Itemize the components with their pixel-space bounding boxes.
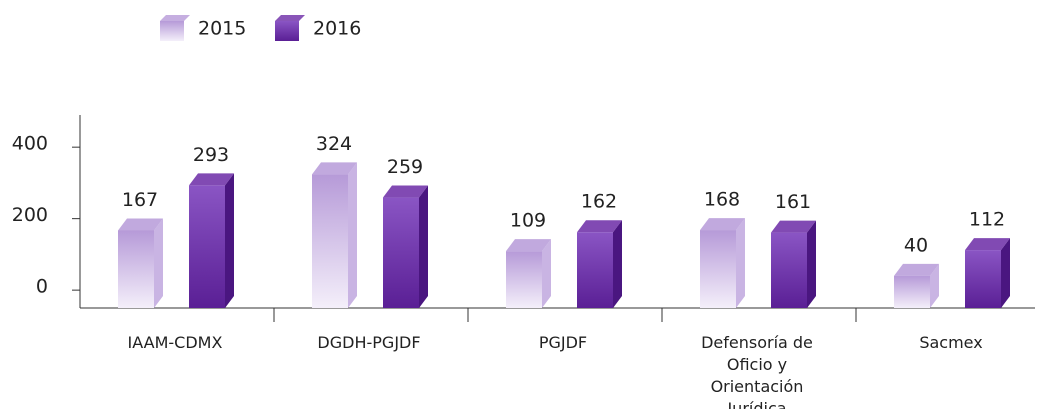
bar-top xyxy=(312,162,357,175)
value-label: 324 xyxy=(316,133,352,155)
value-label: 168 xyxy=(704,189,740,211)
bar xyxy=(577,232,613,308)
bar-side xyxy=(419,185,428,308)
legend-swatch xyxy=(275,21,299,41)
bar-side xyxy=(807,220,816,308)
value-label: 40 xyxy=(904,234,928,256)
bar-side xyxy=(154,218,163,308)
legend-swatch xyxy=(160,21,184,41)
legend-label: 2016 xyxy=(313,18,361,40)
bar xyxy=(506,251,542,308)
bar-top xyxy=(118,218,163,231)
y-tick-label: 200 xyxy=(12,204,48,226)
bar-top xyxy=(700,218,745,231)
bar-side xyxy=(613,220,622,308)
x-tick-label: Sacmex xyxy=(919,333,983,352)
bar-top xyxy=(894,263,939,276)
x-tick-label: PGJDF xyxy=(538,333,588,352)
bar-side xyxy=(225,173,234,308)
value-label: 167 xyxy=(122,189,158,211)
x-tick-label: Defensoría de Oficio y Orientación Juríd… xyxy=(701,333,813,409)
bar-side xyxy=(348,162,357,308)
value-label: 259 xyxy=(387,156,423,178)
value-label: 112 xyxy=(969,209,1005,231)
bar xyxy=(189,185,225,308)
bar xyxy=(771,232,807,308)
bar-top xyxy=(189,173,234,186)
value-label: 293 xyxy=(193,144,229,166)
y-tick-label: 0 xyxy=(36,276,48,298)
bar xyxy=(965,250,1001,308)
value-label: 161 xyxy=(775,191,811,213)
value-label: 162 xyxy=(581,191,617,213)
bar-side xyxy=(736,218,745,308)
bar-top xyxy=(383,185,428,198)
bar-side xyxy=(1001,238,1010,308)
bar-top xyxy=(506,239,551,252)
bar-side xyxy=(930,263,939,308)
bar xyxy=(118,230,154,308)
bar-top xyxy=(965,238,1010,251)
bar-side xyxy=(542,239,551,308)
value-label: 109 xyxy=(510,210,546,232)
bar xyxy=(700,230,736,308)
bar-top xyxy=(577,220,622,233)
bar xyxy=(312,174,348,308)
legend-swatch xyxy=(160,15,190,21)
x-tick-label: DGDH-PGJDF xyxy=(317,333,421,352)
bar-top xyxy=(771,220,816,233)
legend-swatch xyxy=(275,15,305,21)
legend-label: 2015 xyxy=(198,18,246,40)
bar xyxy=(894,275,930,308)
bar xyxy=(383,197,419,308)
y-tick-label: 400 xyxy=(12,133,48,155)
x-tick-label: IAAM-CDMX xyxy=(127,333,223,352)
